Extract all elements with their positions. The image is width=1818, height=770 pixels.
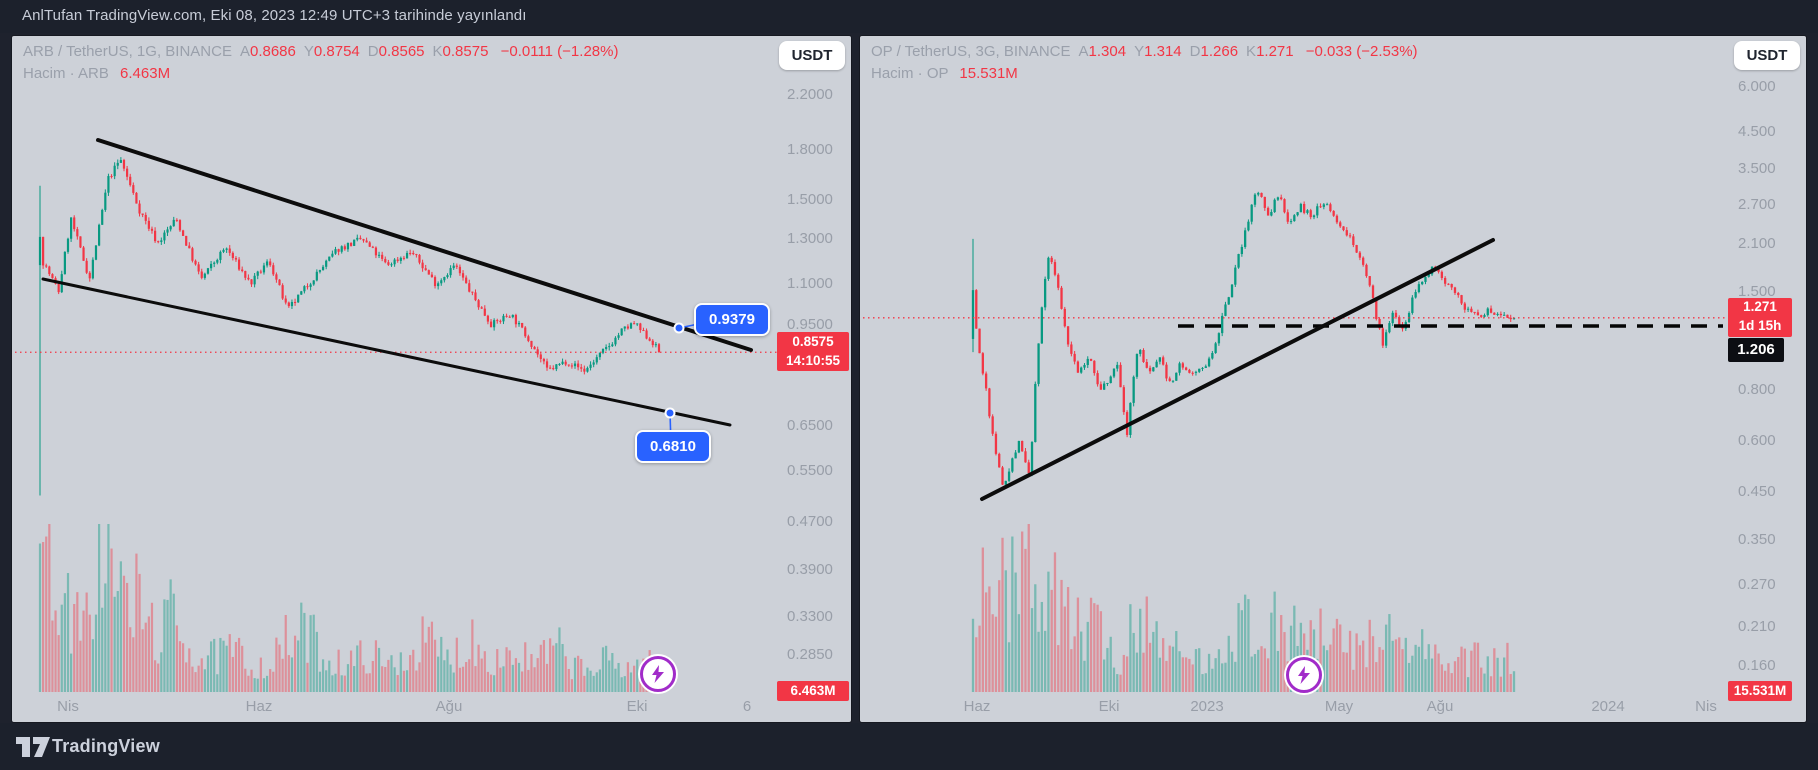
publish-info-bar: AnlTufan TradingView.com, Eki 08, 2023 1… bbox=[0, 0, 1818, 33]
time-tick-label: Nis bbox=[57, 698, 79, 715]
price-tick-label: 4.500 bbox=[1738, 123, 1776, 140]
price-tick-label: 1.500 bbox=[1738, 283, 1776, 300]
price-tick-label: 0.450 bbox=[1738, 483, 1776, 500]
ohlc-value: 1.271 bbox=[1256, 43, 1294, 60]
price-tick-label: 1.1000 bbox=[787, 275, 833, 292]
symbol-header[interactable]: ARB / TetherUS, 1G, BINANCE A0.8686 Y0.875… bbox=[23, 43, 618, 60]
price-tick-label: 0.3900 bbox=[787, 561, 833, 578]
chart-panel-arbusdt: ARB / TetherUS, 1G, BINANCE A0.8686 Y0.875… bbox=[12, 36, 851, 722]
price-tick-label: 6.000 bbox=[1738, 78, 1776, 95]
time-tick-label: Eki bbox=[1098, 698, 1120, 715]
price-tick-label: 2.100 bbox=[1738, 235, 1776, 252]
time-tick-label: Haz bbox=[963, 698, 991, 715]
ohlc-value: 0.8575 bbox=[442, 43, 489, 60]
time-tick-label: Nis bbox=[1695, 698, 1717, 715]
symbol-title[interactable]: ARB / TetherUS, 1G, BINANCE bbox=[23, 43, 232, 60]
price-tick-label: 0.350 bbox=[1738, 531, 1776, 548]
time-tick-label: 2023 bbox=[1190, 698, 1224, 715]
trendline-anchor-dot[interactable] bbox=[664, 407, 676, 419]
ohlc-prefix: D bbox=[367, 43, 379, 60]
price-tick-label: 0.4700 bbox=[787, 513, 833, 530]
current-price-flag: 0.8575 14:10:55 bbox=[777, 332, 849, 372]
time-tick-label: Ağu bbox=[1426, 698, 1454, 715]
price-callout-label[interactable]: 0.9379 bbox=[694, 303, 770, 336]
ohlc-value: 0.8754 bbox=[313, 43, 360, 60]
volume-label[interactable]: Hacim · OP bbox=[871, 65, 949, 82]
time-tick-label: Haz bbox=[245, 698, 273, 715]
ohlc-prefix: A bbox=[1078, 43, 1089, 60]
tradingview-brand-text[interactable]: TradingView bbox=[52, 736, 160, 756]
ohlc-value: 0.8686 bbox=[249, 43, 296, 60]
flash-marker-icon[interactable] bbox=[1286, 657, 1322, 693]
time-tick-label: 2024 bbox=[1591, 698, 1625, 715]
ohlc-value: 1.266 bbox=[1200, 43, 1239, 60]
volume-value: 15.531M bbox=[959, 65, 1018, 82]
price-tick-label: 0.210 bbox=[1738, 618, 1776, 635]
currency-toggle-button-usdt[interactable]: USDT bbox=[779, 41, 845, 70]
price-tick-label: 0.5500 bbox=[787, 462, 833, 479]
price-tick-label: 0.270 bbox=[1738, 576, 1776, 593]
price-tick-label: 1.3000 bbox=[787, 230, 833, 247]
volume-value-flag: 6.463M bbox=[777, 681, 849, 701]
price-tick-label: 2.2000 bbox=[787, 86, 833, 103]
price-tick-label: 0.2850 bbox=[787, 646, 833, 663]
ohlc-prefix: Y bbox=[1134, 43, 1145, 60]
price-tick-label: 2.700 bbox=[1738, 196, 1776, 213]
price-tick-label: 0.3300 bbox=[787, 608, 833, 625]
price-tick-label: 0.160 bbox=[1738, 657, 1776, 674]
volume-header[interactable]: Hacim · ARB 6.463M bbox=[23, 65, 170, 82]
current-price-flag: 1.271 1d 15h bbox=[1728, 297, 1792, 337]
chart-panel-opusdt: OP / TetherUS, 3G, BINANCE A1.304 Y1.314 D1… bbox=[860, 36, 1806, 722]
price-tick-label: 0.600 bbox=[1738, 432, 1776, 449]
flash-marker-icon[interactable] bbox=[640, 656, 676, 692]
trendline-anchor-dot[interactable] bbox=[673, 322, 685, 334]
change-value: −0.0111 (−1.28%) bbox=[500, 43, 619, 60]
time-tick-label: Ağu bbox=[435, 698, 463, 715]
change-value: −0.033 (−2.53%) bbox=[1305, 43, 1418, 60]
price-tick-label: 0.800 bbox=[1738, 381, 1776, 398]
price-callout-label[interactable]: 0.6810 bbox=[635, 430, 711, 463]
ohlc-value: 1.314 bbox=[1144, 43, 1182, 60]
level-price-flag: 1.206 bbox=[1728, 337, 1784, 362]
ohlc-prefix: K bbox=[1246, 43, 1257, 60]
symbol-title[interactable]: OP / TetherUS, 3G, BINANCE bbox=[871, 43, 1071, 60]
time-tick-label: May bbox=[1324, 698, 1354, 715]
tradingview-logo-icon[interactable] bbox=[16, 737, 50, 757]
lightning-bolt-icon bbox=[652, 665, 664, 683]
candlestick-plot[interactable] bbox=[860, 36, 1806, 722]
ohlc-value: 1.304 bbox=[1088, 43, 1127, 60]
price-tick-label: 3.500 bbox=[1738, 160, 1776, 177]
price-tick-label: 0.9500 bbox=[787, 316, 833, 333]
candlestick-plot[interactable] bbox=[12, 36, 851, 722]
ohlc-prefix: K bbox=[432, 43, 443, 60]
ohlc-prefix: Y bbox=[303, 43, 314, 60]
volume-value: 6.463M bbox=[120, 65, 171, 82]
currency-toggle-button-usdt[interactable]: USDT bbox=[1734, 41, 1800, 70]
lightning-bolt-icon bbox=[1298, 666, 1310, 684]
time-tick-label: Eki bbox=[626, 698, 648, 715]
ohlc-value: 0.8565 bbox=[378, 43, 425, 60]
symbol-header[interactable]: OP / TetherUS, 3G, BINANCE A1.304 Y1.314 D1… bbox=[871, 43, 1418, 60]
volume-label[interactable]: Hacim · ARB bbox=[23, 65, 109, 82]
volume-header[interactable]: Hacim · OP 15.531M bbox=[871, 65, 1018, 82]
price-tick-label: 1.5000 bbox=[787, 191, 833, 208]
ohlc-prefix: D bbox=[1189, 43, 1201, 60]
price-tick-label: 1.8000 bbox=[787, 141, 833, 158]
volume-value-flag: 15.531M bbox=[1728, 681, 1792, 701]
ohlc-prefix: A bbox=[239, 43, 250, 60]
time-tick-label: 6 bbox=[742, 698, 752, 715]
price-tick-label: 0.6500 bbox=[787, 417, 833, 434]
publish-info-text: AnlTufan TradingView.com, Eki 08, 2023 1… bbox=[22, 7, 527, 24]
footer-bar: TradingView bbox=[0, 723, 1818, 770]
